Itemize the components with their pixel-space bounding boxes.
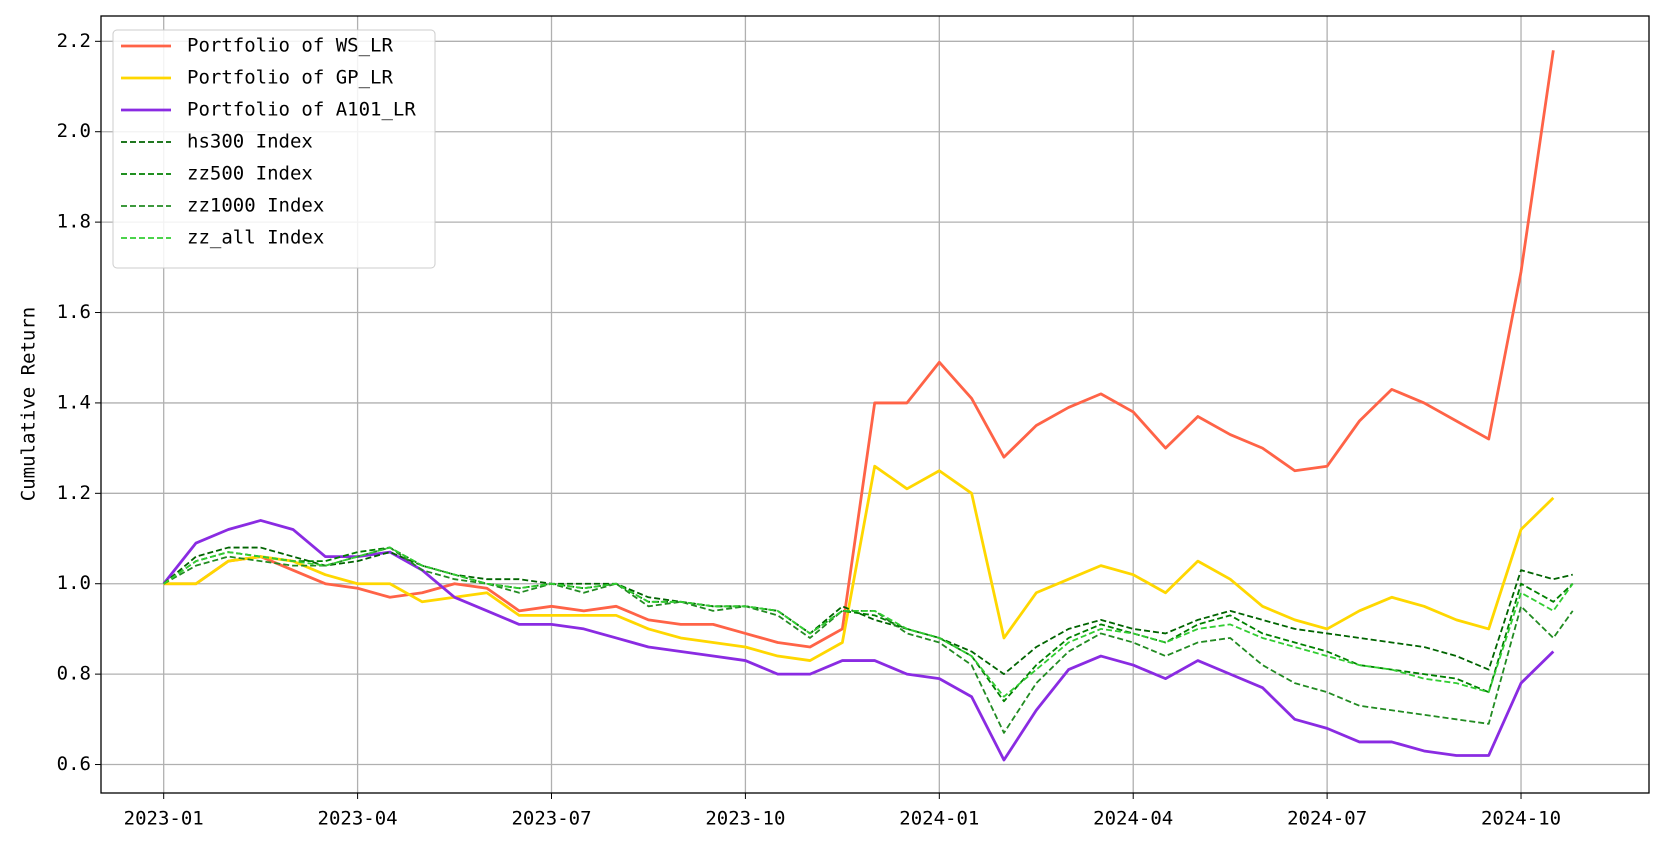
- legend-label: zz1000 Index: [187, 195, 324, 217]
- y-tick-label: 0.8: [57, 663, 91, 685]
- y-tick-label: 1.0: [57, 572, 91, 594]
- legend-box: [112, 29, 436, 269]
- x-tick-label: 2023-04: [318, 808, 398, 830]
- y-tick-label: 1.2: [57, 482, 91, 504]
- series-line: [163, 50, 1555, 649]
- legend-label: zz_all Index: [187, 227, 324, 249]
- legend-label: zz500 Index: [187, 163, 313, 185]
- y-tick-label: 1.4: [57, 391, 91, 413]
- x-tick-label: 2024-10: [1481, 808, 1561, 830]
- y-tick-label: 2.2: [57, 30, 91, 52]
- y-tick-label: 1.6: [57, 301, 91, 323]
- legend-label: Portfolio of A101_LR: [187, 99, 416, 121]
- x-tick-label: 2024-01: [899, 808, 979, 830]
- legend-label: Portfolio of GP_LR: [187, 67, 393, 89]
- legend-label: hs300 Index: [187, 131, 313, 153]
- axes-frame: [100, 15, 1650, 794]
- series-line: [163, 546, 1574, 703]
- legend: Portfolio of WS_LR Portfolio of GP_LR Port…: [112, 29, 436, 269]
- y-tick-label: 1.8: [57, 211, 91, 233]
- y-axis-label: Cumulative Return: [18, 307, 40, 501]
- series-line: [163, 464, 1555, 662]
- plot-area: [162, 50, 1574, 762]
- y-tick-label: 0.6: [57, 753, 91, 775]
- series-line: [163, 546, 1574, 698]
- x-tick-label: 2023-01: [124, 808, 204, 830]
- legend-label: Portfolio of WS_LR: [187, 35, 393, 57]
- x-tick-label: 2023-10: [705, 808, 785, 830]
- x-tick-label: 2023-07: [511, 808, 591, 830]
- x-tick-label: 2024-07: [1287, 808, 1367, 830]
- x-tick-label: 2024-04: [1093, 808, 1173, 830]
- series-line: [163, 546, 1573, 676]
- y-tick-label: 2.0: [57, 120, 91, 142]
